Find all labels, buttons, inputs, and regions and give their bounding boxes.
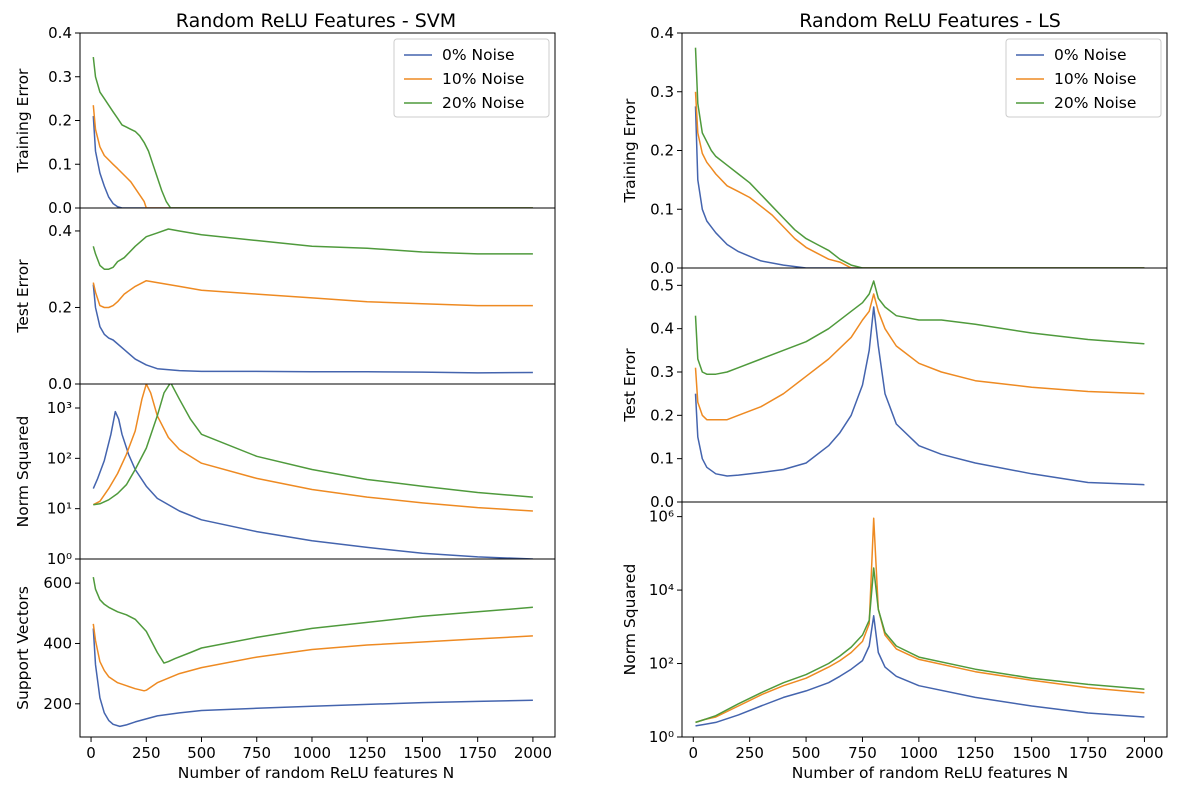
svm-panel0-ytick-label: 0.4: [48, 24, 72, 42]
ls-legend-label-2: 20% Noise: [1054, 94, 1136, 112]
svm-panel2-series-2: [93, 384, 533, 506]
ls-panel2-series-0: [695, 615, 1145, 727]
svm-xtick-label: 0: [86, 744, 96, 762]
ls-xtick-label: 750: [848, 744, 877, 762]
plot-area: 0.0 0.1 0.2 0.3 0.4 Training Error 0% Noise 10%…: [14, 24, 1168, 762]
ls-panel1-series-1: [694, 293, 1145, 421]
ls-xtick-label: 250: [735, 744, 764, 762]
svm-panel3-series-2: [92, 576, 533, 664]
ls-panel2-series-2: [695, 567, 1145, 724]
ls-panel2-ylabel: Norm Squared: [621, 564, 639, 676]
svm-panel3-frame: [79, 558, 556, 738]
svm-panel3-series-0: [92, 628, 533, 728]
ls-panel0-ytick-label: 0.0: [650, 259, 674, 277]
svm-legend-label-1: 10% Noise: [442, 70, 524, 88]
ls-legend-label-1: 10% Noise: [1054, 70, 1136, 88]
svm-xtick-label: 1250: [348, 744, 386, 762]
svm-panel3-ylabel: Support Vectors: [14, 586, 32, 710]
ls-panel0-series-1: [694, 91, 1145, 268]
svm-panel0-series-2: [92, 57, 533, 208]
ls-xtick-label: 0: [689, 744, 699, 762]
ls-panel1-series-0: [694, 306, 1145, 486]
ls-panel1-ytick-label: 0.0: [650, 493, 674, 511]
ls-panel1-frame: [681, 267, 1168, 503]
svm-legend-label-2: 20% Noise: [442, 94, 524, 112]
svm-panel0-series-0: [92, 116, 533, 208]
svm-panel3-ytick-label: 600: [43, 574, 72, 592]
ls-panel1-ytick-label: 0.3: [650, 363, 674, 381]
svm-xtick-label: 750: [242, 744, 271, 762]
svm-panel1-ytick-label: 0.2: [48, 298, 72, 316]
svm-legend: 0% Noise 10% Noise 20% Noise: [393, 38, 550, 118]
ls-xtick-label: 1000: [900, 744, 938, 762]
ls-panel1-ytick-label: 0.5: [650, 276, 674, 294]
svm-panel2-frame: [79, 383, 556, 560]
svm-panel0-ytick-label: 0.1: [48, 155, 72, 173]
svm-panel0-ylabel: Training Error: [14, 68, 32, 173]
svm-panel2-series-0: [92, 410, 533, 559]
ls-xtick-label: 1250: [956, 744, 994, 762]
svm-xtick-label: 500: [187, 744, 216, 762]
svm-xtick-label: 1750: [459, 744, 497, 762]
svm-panel0-series-1: [92, 105, 533, 208]
svm-panel2-ytick-label: 10²: [47, 449, 72, 467]
ls-panel2-ytick-label: 10⁰: [649, 728, 674, 746]
ls-panel0-series-2: [694, 47, 1145, 268]
svm-panel1-ytick-label: 0.0: [48, 375, 72, 393]
svm-panel0-ytick-label: 0.3: [48, 68, 72, 86]
ls-panel0-ylabel: Training Error: [621, 98, 639, 203]
ls-xtick-label: 1500: [1013, 744, 1051, 762]
svm-panel2-ylabel: Norm Squared: [14, 416, 32, 528]
svm-xtick-label: 1000: [293, 744, 331, 762]
svm-legend-label-0: 0% Noise: [442, 46, 515, 64]
ls-x-axis-label: Number of random ReLU features N: [792, 764, 1068, 782]
svm-panel2-ytick-label: 10³: [47, 399, 72, 417]
svm-panel2-ytick-label: 10⁰: [47, 550, 72, 568]
ls-xtick-label: 1750: [1069, 744, 1107, 762]
ls-panel2-ytick-label: 10²: [649, 655, 674, 673]
ls-panel0-ytick-label: 0.4: [650, 24, 674, 42]
ls-panel1-ytick-label: 0.4: [650, 320, 674, 338]
ls-panel0-ytick-label: 0.1: [650, 200, 674, 218]
ls-panel2-series-1: [695, 517, 1145, 724]
ls-legend: 0% Noise 10% Noise 20% Noise: [1005, 38, 1162, 118]
svm-panel1-series-0: [92, 284, 533, 374]
svm-panel2-ytick-label: 10¹: [47, 500, 72, 518]
ls-panel1-ytick-label: 0.1: [650, 450, 674, 468]
svm-xtick-label: 250: [132, 744, 161, 762]
svm-panel1-series-2: [92, 228, 533, 270]
svm-panel1-series-1: [92, 279, 533, 309]
ls-panel1-ylabel: Test Error: [621, 348, 639, 423]
ls-panel2-frame: [681, 501, 1168, 738]
ls-panel0-series-0: [694, 106, 1145, 268]
ls-panel0-ytick-label: 0.2: [650, 142, 674, 160]
ls-panel0-ytick-label: 0.3: [650, 83, 674, 101]
ls-panel2-ytick-label: 10⁶: [649, 508, 674, 526]
ls-panel1-series-2: [694, 280, 1145, 375]
svm-panel3-ytick-label: 400: [43, 634, 72, 652]
svm-panel3-ytick-label: 200: [43, 695, 72, 713]
svm-panel0-ytick-label: 0.2: [48, 112, 72, 130]
svm-xtick-label: 1500: [403, 744, 441, 762]
svm-xtick-label: 2000: [514, 744, 552, 762]
svm-title: Random ReLU Features - SVM: [176, 10, 456, 32]
svm-x-axis-label: Number of random ReLU features N: [178, 764, 454, 782]
svm-panel1-ylabel: Test Error: [14, 259, 32, 334]
svm-panel0-ytick-label: 0.0: [48, 199, 72, 217]
ls-xtick-label: 2000: [1125, 744, 1163, 762]
svm-panel3-series-1: [92, 623, 533, 692]
ls-panel2-ytick-label: 10⁴: [649, 581, 674, 599]
ls-xtick-label: 500: [792, 744, 821, 762]
ls-panel1-ytick-label: 0.2: [650, 406, 674, 424]
svm-panel1-ytick-label: 0.4: [48, 222, 72, 240]
ls-title: Random ReLU Features - LS: [799, 10, 1061, 32]
ls-legend-label-0: 0% Noise: [1054, 46, 1127, 64]
